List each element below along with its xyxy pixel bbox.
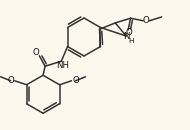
Text: O: O [126,28,133,37]
Text: O: O [72,76,79,85]
Text: O: O [143,16,150,25]
Text: H: H [128,38,134,44]
Text: O: O [7,76,14,85]
Text: NH: NH [56,61,69,70]
Text: O: O [33,48,40,57]
Text: N: N [123,32,129,41]
